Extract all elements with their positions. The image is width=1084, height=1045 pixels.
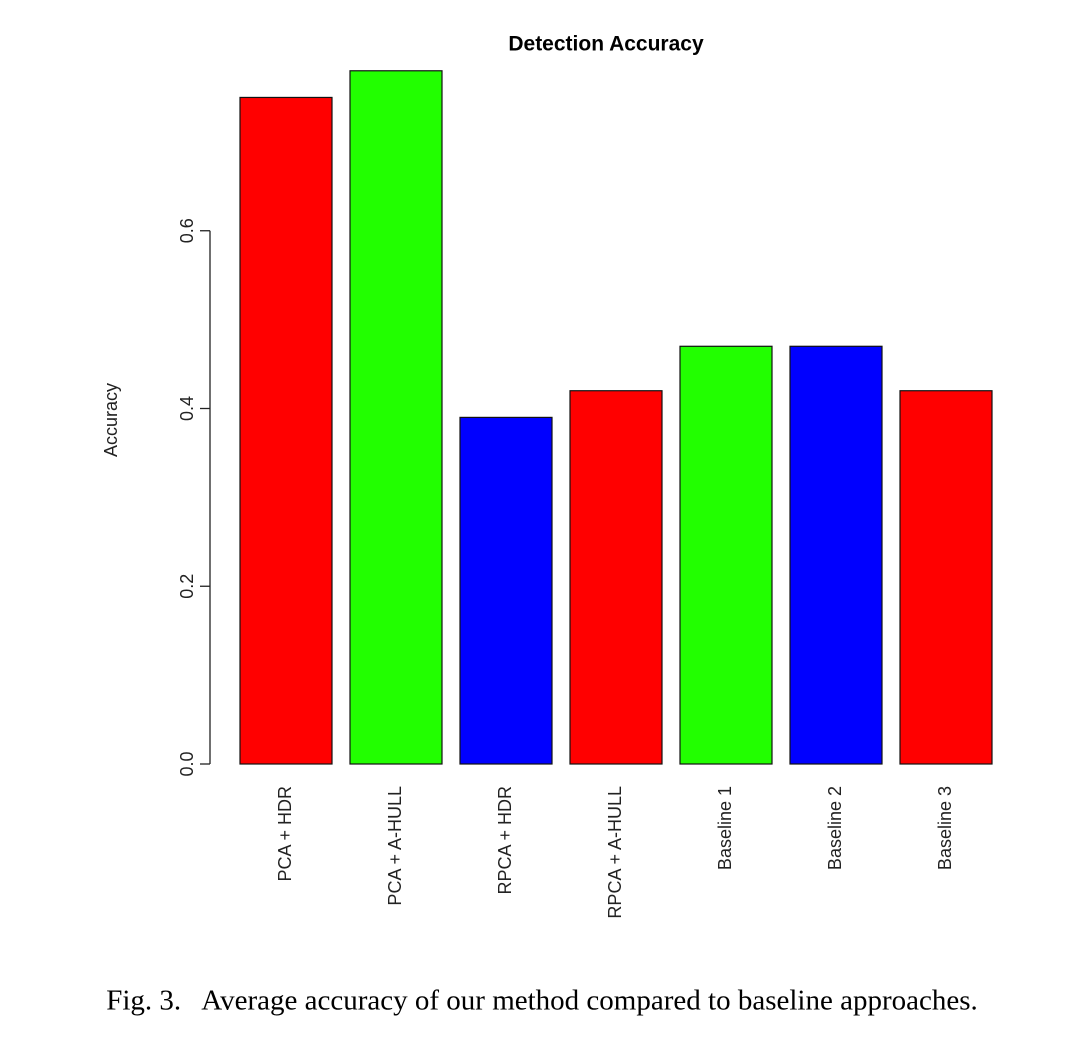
y-tick-label: 0.6: [177, 218, 197, 243]
x-tick-label: Baseline 1: [715, 786, 735, 870]
bar: [679, 345, 773, 765]
bar: [349, 70, 443, 765]
x-tick-label: PCA + A-HULL: [385, 786, 405, 906]
x-tick-label: Baseline 3: [935, 786, 955, 870]
caption: Fig. 3. Average accuracy of our method c…: [106, 985, 978, 1017]
y-tick-label: 0.2: [177, 574, 197, 599]
bar: [899, 390, 993, 765]
x-tick-label: RPCA + HDR: [495, 786, 515, 895]
y-tick-label: 0.0: [177, 751, 197, 776]
chart-title: Detection Accuracy: [508, 33, 704, 56]
bar: [459, 416, 553, 765]
x-tick-label: RPCA + A-HULL: [605, 786, 625, 919]
x-tick-label: Baseline 2: [825, 786, 845, 870]
bar: [789, 345, 883, 765]
bar: [239, 96, 333, 765]
x-tick-label: PCA + HDR: [275, 786, 295, 882]
bar: [569, 390, 663, 765]
y-axis-label: Accuracy: [101, 383, 121, 457]
y-tick-label: 0.4: [177, 396, 197, 421]
